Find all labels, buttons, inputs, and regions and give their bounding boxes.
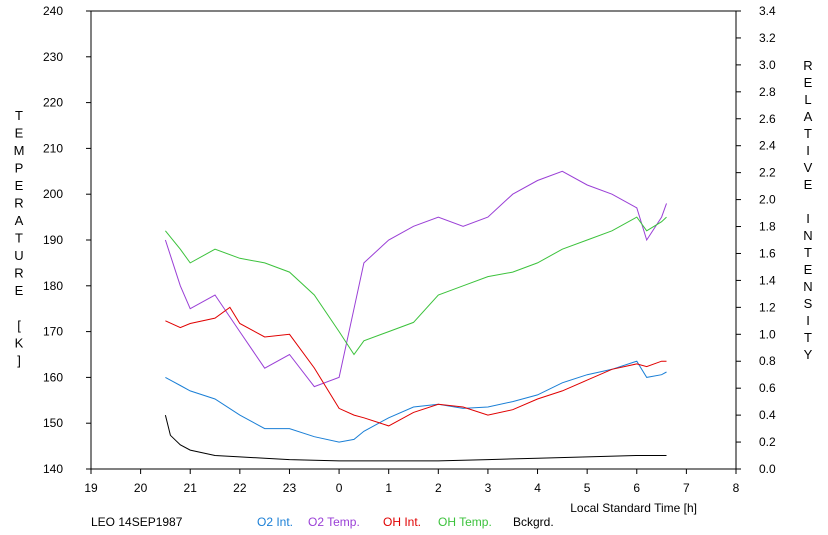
x-tick-label: 8 xyxy=(733,481,740,495)
right-y-tick-label: 1.8 xyxy=(759,220,776,234)
chart-caption: LEO 14SEP1987 xyxy=(91,515,183,529)
left-y-axis: 140 150 160 170 180 190 200 210 220 230 240 xyxy=(43,4,91,476)
legend-item: O2 Temp. xyxy=(308,515,360,529)
x-tick-label: 3 xyxy=(485,481,492,495)
plot-area xyxy=(164,170,667,462)
axis-label-letter: E xyxy=(15,126,24,141)
left-y-tick-label: 180 xyxy=(43,279,63,293)
x-tick-label: 4 xyxy=(534,481,541,495)
series-line-oh-int xyxy=(165,306,667,427)
x-tick-label: 19 xyxy=(84,481,98,495)
x-axis-label: Local Standard Time [h] xyxy=(570,501,697,515)
plot-frame xyxy=(90,10,737,470)
x-tick-label: 6 xyxy=(633,481,640,495)
axis-label-letter: [ xyxy=(17,318,21,333)
axis-label-letter: T xyxy=(804,245,812,260)
right-y-tick-label: 3.0 xyxy=(759,58,776,72)
axis-label-letter: V xyxy=(804,160,813,175)
x-tick-label: 21 xyxy=(184,481,198,495)
right-y-tick-label: 2.4 xyxy=(759,139,776,153)
axis-label-letter: E xyxy=(15,178,24,193)
axis-label-letter: T xyxy=(15,231,23,246)
legend-item: OH Temp. xyxy=(438,515,492,529)
x-tick-label: 0 xyxy=(336,481,343,495)
right-y-tick-label: 1.0 xyxy=(759,327,776,341)
axis-label-letter: A xyxy=(15,213,24,228)
axis-label-letter: N xyxy=(803,279,812,294)
left-y-tick-label: 240 xyxy=(43,4,63,18)
axis-label-letter: M xyxy=(14,143,25,158)
axis-label-letter: U xyxy=(14,248,23,263)
right-y-tick-label: 2.0 xyxy=(759,193,776,207)
axis-label-letter: A xyxy=(804,109,813,124)
right-y-tick-label: 2.2 xyxy=(759,166,776,180)
right-y-tick-label: 3.2 xyxy=(759,31,776,45)
axis-label-letter: I xyxy=(806,211,810,226)
left-y-tick-label: 140 xyxy=(43,462,63,476)
right-y-axis: 0.0 0.2 0.4 0.6 0.8 1.0 1.2 1.4 1.6 1.8 2.0 2.2 2.4 2… xyxy=(736,4,776,476)
left-y-tick-label: 160 xyxy=(43,370,63,384)
right-y-tick-label: 1.6 xyxy=(759,246,776,260)
axis-label-letter: R xyxy=(14,196,23,211)
right-y-tick-label: 0.2 xyxy=(759,435,776,449)
right-y-tick-label: 0.0 xyxy=(759,462,776,476)
left-y-tick-label: 220 xyxy=(43,96,63,110)
right-y-tick-label: 0.8 xyxy=(759,354,776,368)
legend: O2 Int. O2 Temp. OH Int. OH Temp. Bckgrd. xyxy=(257,515,554,529)
axis-label-letter: P xyxy=(15,161,24,176)
axis-label-letter: S xyxy=(804,296,813,311)
axis-label-letter: I xyxy=(806,143,810,158)
axis-label-letter: Y xyxy=(804,347,813,362)
x-tick-label: 2 xyxy=(435,481,442,495)
left-y-tick-label: 190 xyxy=(43,233,63,247)
x-tick-label: 5 xyxy=(584,481,591,495)
right-y-tick-label: 1.2 xyxy=(759,300,776,314)
axis-label-letter: E xyxy=(804,177,813,192)
left-y-tick-label: 200 xyxy=(43,187,63,201)
left-y-tick-label: 170 xyxy=(43,325,63,339)
left-y-tick-label: 150 xyxy=(43,416,63,430)
x-tick-label: 20 xyxy=(134,481,148,495)
axis-label-letter: R xyxy=(14,266,23,281)
left-y-tick-label: 210 xyxy=(43,141,63,155)
series-line-o2-int xyxy=(165,360,667,443)
axis-label-letter: ] xyxy=(17,353,21,368)
right-y-tick-label: 3.4 xyxy=(759,4,776,18)
x-tick-label: 23 xyxy=(283,481,297,495)
right-y-tick-label: 2.8 xyxy=(759,85,776,99)
axis-label-letter: E xyxy=(804,75,813,90)
axis-label-letter: I xyxy=(806,313,810,328)
axis-label-letter: E xyxy=(15,283,24,298)
axis-label-letter: L xyxy=(804,92,811,107)
series-line-oh-temp xyxy=(165,216,667,356)
series-line-bckgrd xyxy=(164,414,667,462)
legend-item: OH Int. xyxy=(383,515,421,529)
series-line-o2-temp xyxy=(164,170,667,388)
axis-label-letter: T xyxy=(804,126,812,141)
right-y-tick-label: 0.4 xyxy=(759,408,776,422)
x-tick-label: 22 xyxy=(233,481,247,495)
left-y-tick-label: 230 xyxy=(43,50,63,64)
right-y-tick-label: 2.6 xyxy=(759,112,776,126)
axis-label-letter: N xyxy=(803,228,812,243)
x-tick-label: 1 xyxy=(385,481,392,495)
right-y-tick-label: 0.6 xyxy=(759,381,776,395)
right-y-tick-label: 1.4 xyxy=(759,273,776,287)
axis-label-letter: T xyxy=(15,108,23,123)
legend-item: Bckgrd. xyxy=(513,515,554,529)
x-axis: 19 20 21 22 23 0 1 2 3 4 5 6 7 8 xyxy=(84,469,740,495)
axis-label-letter: E xyxy=(804,262,813,277)
x-tick-label: 7 xyxy=(683,481,690,495)
legend-item: O2 Int. xyxy=(257,515,293,529)
axis-label-letter: T xyxy=(804,330,812,345)
axis-label-letter: K xyxy=(15,336,24,351)
axis-label-letter: R xyxy=(803,58,812,73)
